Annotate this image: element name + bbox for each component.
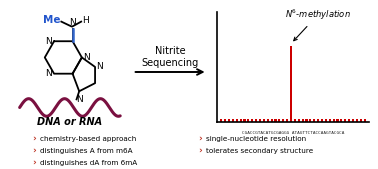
Bar	[333, 119, 335, 122]
Bar	[294, 119, 296, 122]
Text: tolerates secondary structure: tolerates secondary structure	[206, 148, 313, 154]
Bar	[360, 119, 362, 122]
Bar	[317, 119, 319, 122]
Text: ›: ›	[32, 158, 36, 167]
Text: N: N	[69, 18, 76, 27]
Bar	[247, 119, 249, 122]
Text: distinguishes dA from 6mA: distinguishes dA from 6mA	[40, 160, 137, 166]
Text: N: N	[96, 62, 103, 71]
Text: Nitrite: Nitrite	[155, 46, 186, 56]
Text: DNA or RNA: DNA or RNA	[37, 117, 102, 127]
Bar	[278, 119, 280, 122]
Text: CGACCGTACATGCGAGGG ATAGTTCTACCAAGTACGCA: CGACCGTACATGCGAGGG ATAGTTCTACCAAGTACGCA	[242, 131, 344, 135]
Bar	[356, 119, 358, 122]
Bar	[271, 119, 273, 122]
Text: $\mathit{N}^6$-methylation: $\mathit{N}^6$-methylation	[285, 7, 351, 41]
Bar	[243, 119, 246, 122]
Bar	[290, 46, 292, 122]
Bar	[298, 119, 300, 122]
Text: distinguishes A from m6A: distinguishes A from m6A	[40, 148, 132, 154]
Text: Me: Me	[42, 15, 60, 25]
Text: ›: ›	[32, 135, 36, 144]
Bar	[352, 119, 354, 122]
Bar	[220, 119, 222, 122]
Text: N: N	[45, 37, 52, 46]
Bar	[313, 119, 315, 122]
Text: ›: ›	[32, 147, 36, 156]
Text: N: N	[76, 95, 82, 104]
Bar	[259, 119, 261, 122]
Bar	[263, 119, 265, 122]
Bar	[232, 119, 234, 122]
Bar	[344, 119, 346, 122]
Text: ›: ›	[198, 135, 202, 144]
Text: N: N	[45, 69, 52, 78]
Bar	[364, 119, 366, 122]
Bar	[329, 119, 331, 122]
Text: single-nucleotide resolution: single-nucleotide resolution	[206, 136, 306, 142]
Bar	[251, 119, 253, 122]
Bar	[305, 119, 308, 122]
Bar	[282, 119, 284, 122]
Text: Sequencing: Sequencing	[141, 58, 199, 68]
Bar	[348, 119, 350, 122]
Bar	[325, 119, 327, 122]
Text: N: N	[83, 53, 90, 62]
Bar	[309, 119, 311, 122]
Bar	[240, 119, 242, 122]
Bar	[274, 119, 277, 122]
Text: chemistry-based approach: chemistry-based approach	[40, 136, 136, 142]
Bar	[255, 119, 257, 122]
Bar	[235, 119, 238, 122]
Bar	[267, 119, 269, 122]
Text: H: H	[82, 16, 89, 25]
Text: ›: ›	[198, 147, 202, 156]
Bar	[286, 119, 288, 122]
Bar	[321, 119, 323, 122]
Bar	[336, 119, 339, 122]
Bar	[224, 119, 226, 122]
Bar	[228, 119, 230, 122]
Bar	[302, 119, 304, 122]
Bar	[340, 119, 342, 122]
